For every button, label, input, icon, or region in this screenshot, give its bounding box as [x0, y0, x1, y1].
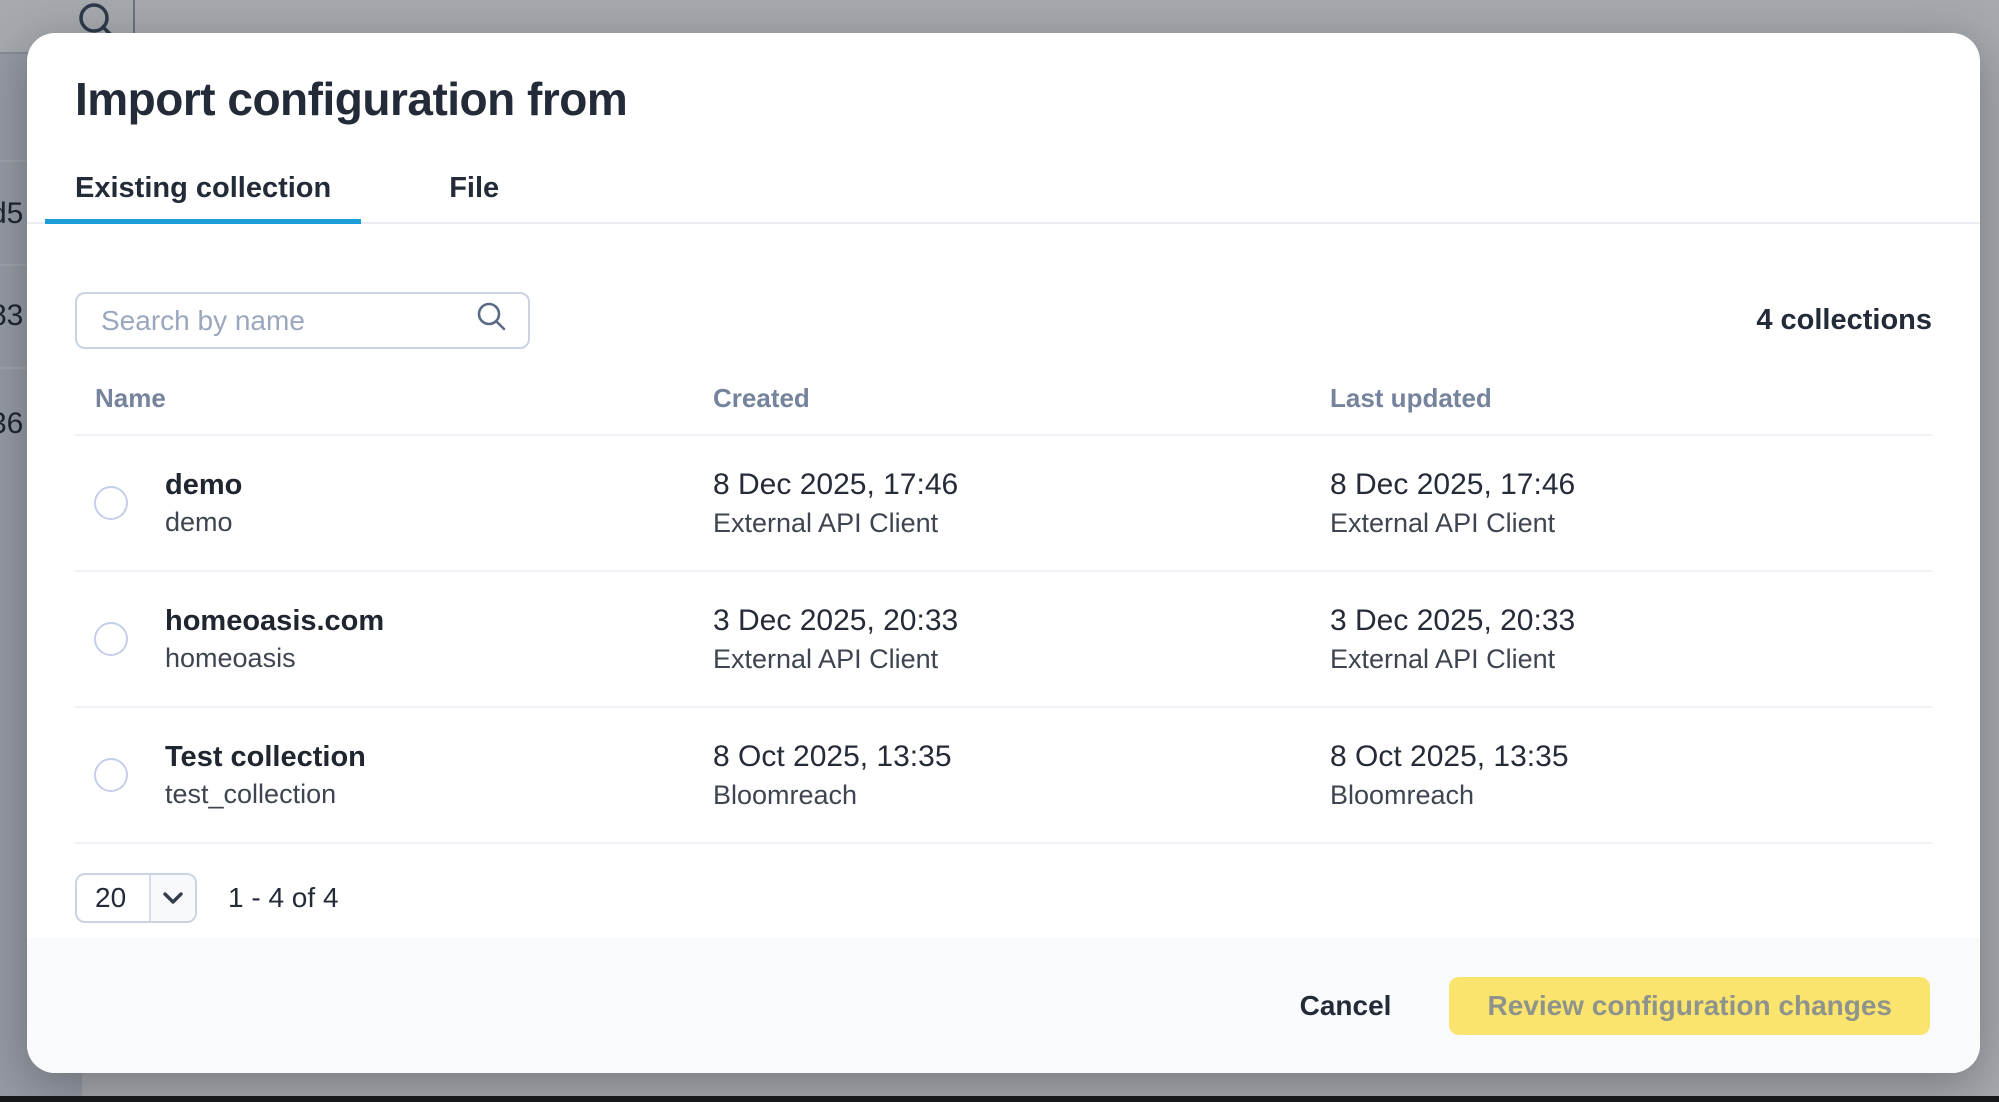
window-bottom-edge: [0, 1096, 1999, 1102]
page-size-select[interactable]: 20: [75, 873, 197, 923]
created-date: 3 Dec 2025, 20:33: [713, 604, 959, 637]
import-configuration-dialog: Import configuration from Existing colle…: [27, 33, 1980, 1073]
collection-name: demo: [165, 469, 243, 501]
radio-button[interactable]: [94, 622, 128, 656]
search-row: 4 collections: [75, 292, 1932, 349]
background-text-fragment: d5: [0, 197, 24, 230]
radio-button[interactable]: [94, 758, 128, 792]
updated-by: Bloomreach: [1330, 780, 1475, 810]
updated-by: External API Client: [1330, 508, 1556, 538]
collection-id: homeoasis: [165, 643, 296, 673]
column-header-last-updated: Last updated: [1330, 383, 1492, 413]
created-date: 8 Oct 2025, 13:35: [713, 740, 952, 773]
collection-name: homeoasis.com: [165, 605, 385, 637]
background-text-fragment: 83: [0, 299, 24, 332]
updated-date: 8 Oct 2025, 13:35: [1330, 740, 1569, 773]
search-input[interactable]: [99, 303, 474, 338]
created-by: External API Client: [713, 644, 939, 674]
search-box[interactable]: [75, 292, 530, 349]
collection-id: test_collection: [165, 779, 337, 809]
updated-date: 8 Dec 2025, 17:46: [1330, 468, 1576, 501]
review-configuration-changes-button[interactable]: Review configuration changes: [1449, 976, 1930, 1035]
page-title: Import configuration from: [75, 73, 628, 125]
search-icon: [474, 300, 510, 341]
collection-id: demo: [165, 507, 233, 537]
page-size-value: 20: [95, 882, 127, 913]
tab-bar: Existing collection File: [27, 172, 1980, 224]
updated-by: External API Client: [1330, 644, 1556, 674]
pagination: 20 1 - 4 of 4: [75, 873, 1932, 923]
created-by: Bloomreach: [713, 780, 858, 810]
tab-existing-collection[interactable]: Existing collection: [45, 172, 362, 224]
dialog-footer: Cancel Review configuration changes: [27, 938, 1980, 1073]
table-row[interactable]: Test collection test_collection 8 Oct 20…: [75, 708, 1932, 844]
cancel-button[interactable]: Cancel: [1294, 989, 1398, 1023]
column-header-name: Name: [95, 383, 166, 413]
table-header: Name Created Last updated: [75, 383, 1932, 436]
updated-date: 3 Dec 2025, 20:33: [1330, 604, 1576, 637]
background-text-fragment: 36: [0, 407, 24, 440]
collection-name: Test collection: [165, 741, 366, 773]
chevron-down-icon[interactable]: [149, 875, 195, 921]
tab-file[interactable]: File: [449, 172, 500, 204]
table-row[interactable]: homeoasis.com homeoasis 3 Dec 2025, 20:3…: [75, 572, 1932, 708]
radio-button[interactable]: [94, 486, 128, 520]
table-row[interactable]: demo demo 8 Dec 2025, 17:46 External API…: [75, 436, 1932, 572]
pagination-range: 1 - 4 of 4: [228, 882, 339, 913]
created-by: External API Client: [713, 508, 939, 538]
collections-count: 4 collections: [1756, 304, 1932, 336]
background-divider: [133, 0, 135, 36]
column-header-created: Created: [713, 383, 810, 413]
created-date: 8 Dec 2025, 17:46: [713, 468, 959, 501]
